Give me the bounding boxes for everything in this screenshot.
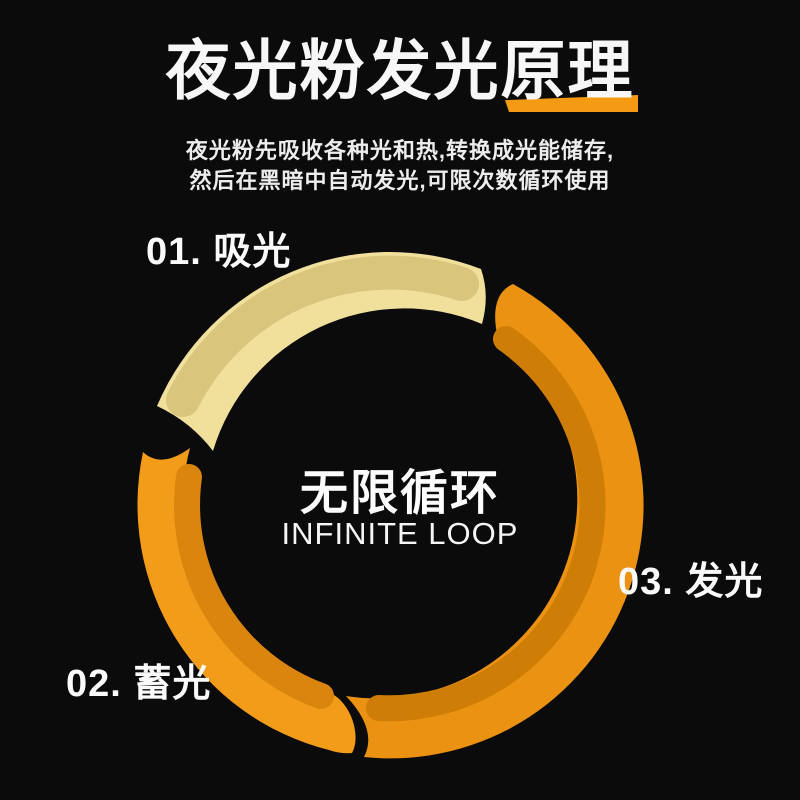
- subtitle-line-1: 夜光粉先吸收各种光和热,转换成光能储存,: [185, 138, 615, 163]
- page-title: 夜光粉发光原理: [165, 34, 635, 107]
- page-subtitle: 夜光粉先吸收各种光和热,转换成光能储存, 然后在黑暗中自动发光,可限次数循环使用: [0, 136, 800, 196]
- step-3-label: 03. 发光: [618, 561, 764, 603]
- step-1-arc-outer-shade: [166, 255, 479, 417]
- step-2-label: 02. 蓄光: [66, 663, 212, 705]
- center-title-zh: 无限循环: [299, 467, 500, 520]
- center-title-en: INFINITE LOOP: [281, 516, 519, 551]
- subtitle-line-2: 然后在黑暗中自动发光,可限次数循环使用: [189, 168, 611, 193]
- step-3-arc-inner-shade: [366, 326, 606, 722]
- step-1-label: 01. 吸光: [146, 231, 292, 273]
- step-1-arc: [157, 252, 486, 451]
- step-2-arc-inner-shade: [174, 464, 334, 709]
- title-highlight-bar: [505, 95, 638, 112]
- step-2-arc: [137, 448, 356, 754]
